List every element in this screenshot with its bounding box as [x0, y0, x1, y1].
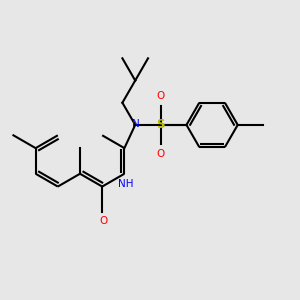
Text: O: O [100, 216, 108, 226]
Text: S: S [157, 118, 165, 131]
Text: O: O [157, 91, 165, 100]
Text: O: O [157, 149, 165, 159]
Text: NH: NH [118, 179, 134, 189]
Text: N: N [132, 119, 140, 129]
